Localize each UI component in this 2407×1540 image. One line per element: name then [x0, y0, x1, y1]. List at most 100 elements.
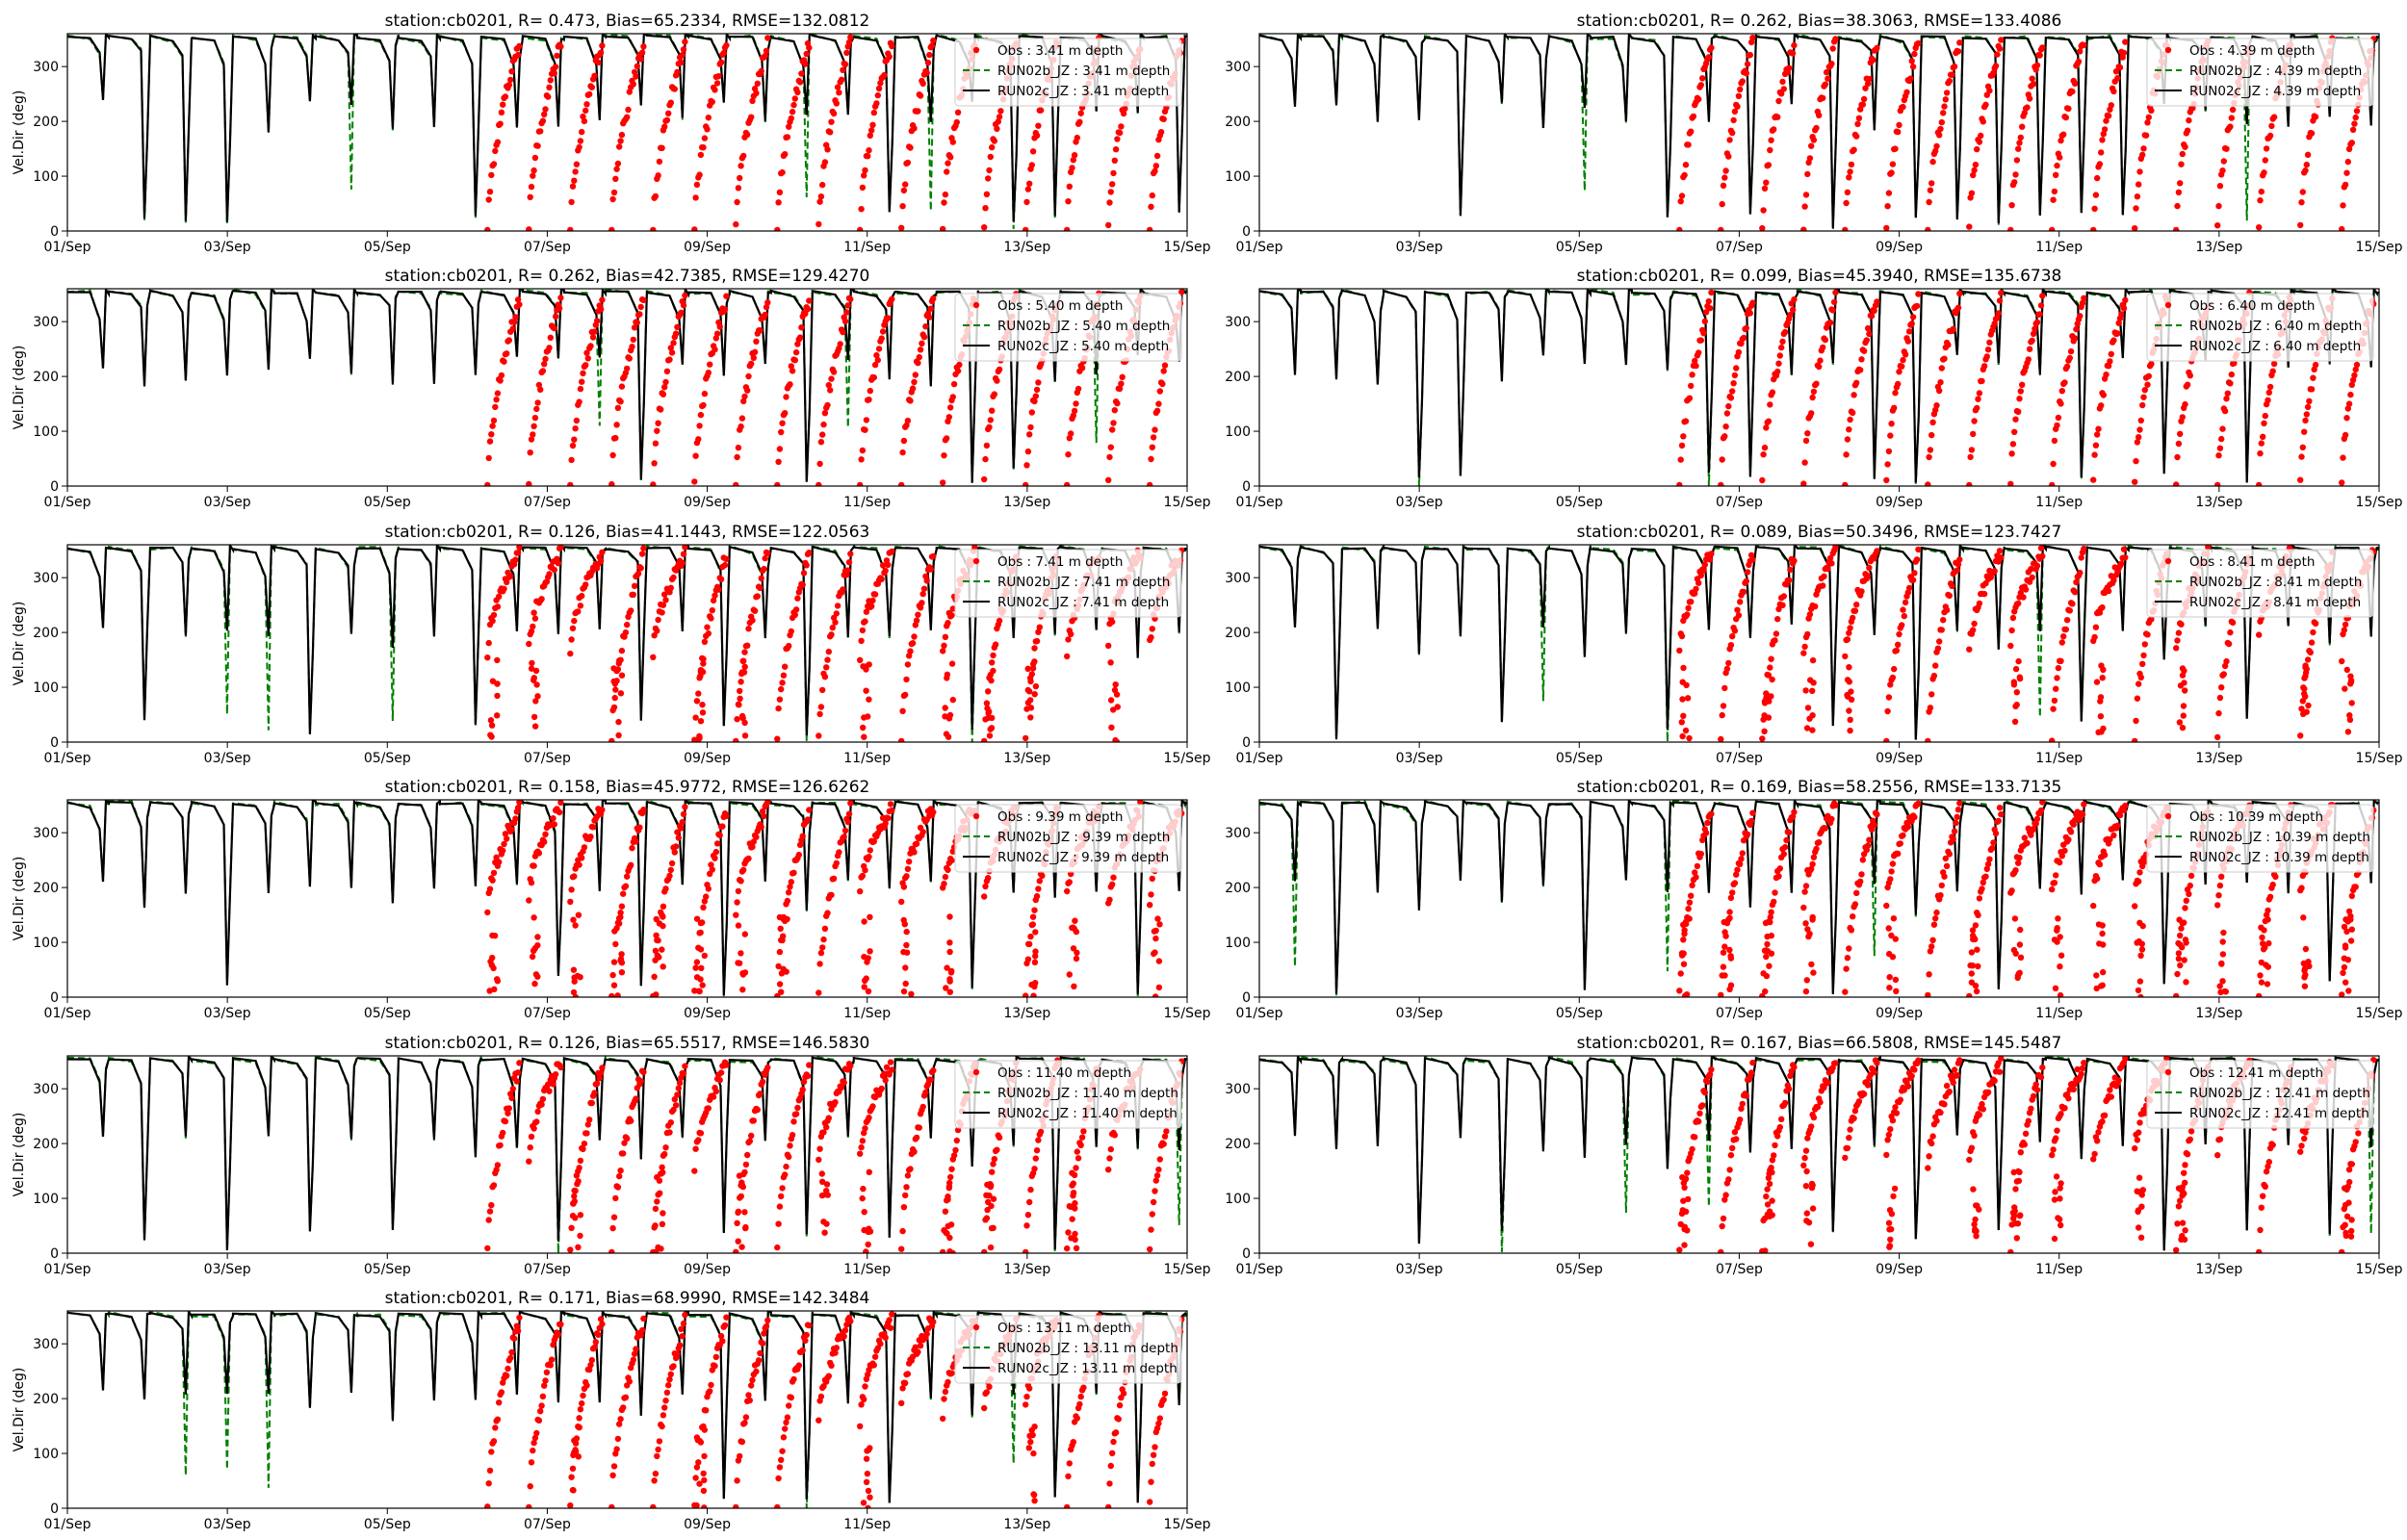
obs-point — [636, 824, 643, 831]
obs-point — [994, 125, 1000, 132]
obs-point — [838, 1084, 845, 1091]
obs-point — [667, 866, 674, 874]
obs-point — [1065, 198, 1072, 205]
obs-point — [992, 641, 999, 648]
obs-point — [2266, 132, 2274, 140]
obs-point — [2009, 441, 2017, 448]
obs-point — [671, 86, 678, 92]
obs-point — [2299, 189, 2306, 195]
obs-point — [859, 447, 867, 454]
obs-point — [2342, 942, 2349, 949]
obs-point — [1887, 681, 1894, 688]
obs-point — [2349, 126, 2357, 133]
obs-point — [1734, 103, 1741, 110]
obs-point — [490, 611, 498, 619]
obs-point — [1850, 409, 1856, 417]
obs-point — [581, 117, 588, 125]
obs-point — [617, 910, 624, 916]
obs-point — [1998, 810, 2005, 818]
obs-point — [2259, 934, 2265, 941]
obs-point — [1978, 132, 1984, 140]
obs-point — [741, 663, 748, 670]
obs-point — [597, 306, 605, 313]
obs-point — [1832, 36, 1839, 42]
y-tick-label: 0 — [50, 990, 59, 1006]
obs-point — [498, 109, 505, 116]
obs-point — [591, 72, 598, 80]
obs-point — [2049, 481, 2056, 486]
obs-point — [2258, 979, 2265, 986]
obs-point — [675, 1085, 682, 1091]
obs-point — [1848, 927, 1855, 934]
obs-point — [843, 49, 850, 57]
obs-point — [2135, 181, 2142, 188]
obs-point — [2341, 627, 2347, 633]
x-tick-label: 05/Sep — [364, 1262, 411, 1277]
obs-point — [1995, 817, 2002, 825]
obs-point — [1956, 800, 1963, 807]
obs-point — [1152, 1188, 1158, 1194]
obs-point — [1780, 86, 1788, 92]
obs-point — [825, 1115, 832, 1121]
obs-point — [697, 929, 704, 937]
obs-point — [1846, 679, 1853, 685]
obs-point — [1900, 103, 1906, 111]
obs-point — [944, 964, 950, 971]
obs-point — [1033, 1147, 1041, 1154]
obs-point — [530, 623, 536, 630]
obs-point — [738, 163, 744, 169]
obs-point — [2301, 983, 2309, 989]
legend-box — [954, 38, 1182, 107]
obs-point — [2229, 106, 2237, 114]
obs-point — [2101, 852, 2109, 859]
obs-point — [2010, 681, 2018, 688]
obs-point — [794, 1104, 801, 1112]
obs-point — [630, 591, 636, 598]
x-tick-label: 03/Sep — [204, 751, 251, 766]
obs-point — [1069, 1216, 1075, 1222]
obs-point — [1846, 945, 1852, 952]
obs-point — [840, 586, 846, 593]
obs-point — [1970, 932, 1977, 939]
obs-point — [1791, 808, 1798, 815]
obs-point — [823, 1181, 831, 1188]
obs-point — [2173, 481, 2180, 486]
x-tick-label: 09/Sep — [684, 495, 731, 510]
obs-point — [1807, 677, 1814, 683]
series-run02c-line — [1259, 1056, 2379, 1251]
obs-point — [2303, 161, 2310, 168]
obs-point — [2132, 903, 2138, 910]
obs-point — [1776, 865, 1784, 872]
obs-point — [988, 677, 995, 684]
obs-point — [994, 377, 1000, 384]
obs-point — [608, 1248, 615, 1253]
series-run02c-line — [67, 545, 1187, 736]
obs-point — [1727, 1152, 1735, 1159]
obs-point — [1816, 363, 1823, 371]
obs-point — [1809, 687, 1816, 694]
obs-point — [930, 552, 937, 560]
obs-point — [2342, 916, 2349, 923]
obs-point — [682, 1063, 688, 1069]
obs-point — [1885, 925, 1892, 932]
obs-point — [1676, 1246, 1683, 1253]
obs-point — [1761, 728, 1768, 734]
obs-point — [2039, 800, 2046, 806]
obs-point — [557, 43, 564, 50]
obs-point — [2137, 993, 2144, 997]
obs-point — [1022, 734, 1029, 742]
obs-point — [1738, 340, 1745, 347]
obs-point — [2078, 554, 2084, 561]
obs-point — [733, 1248, 739, 1253]
obs-point — [1787, 311, 1794, 319]
obs-point — [1110, 420, 1117, 426]
obs-point — [1851, 901, 1859, 908]
obs-point — [2081, 295, 2087, 301]
axes-frame — [66, 1055, 1188, 1254]
obs-point — [798, 70, 805, 77]
obs-point — [1892, 936, 1900, 942]
obs-point — [1718, 735, 1724, 742]
obs-point — [655, 172, 661, 179]
